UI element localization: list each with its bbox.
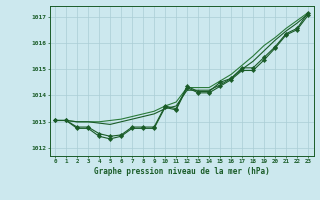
X-axis label: Graphe pression niveau de la mer (hPa): Graphe pression niveau de la mer (hPa) bbox=[94, 167, 269, 176]
